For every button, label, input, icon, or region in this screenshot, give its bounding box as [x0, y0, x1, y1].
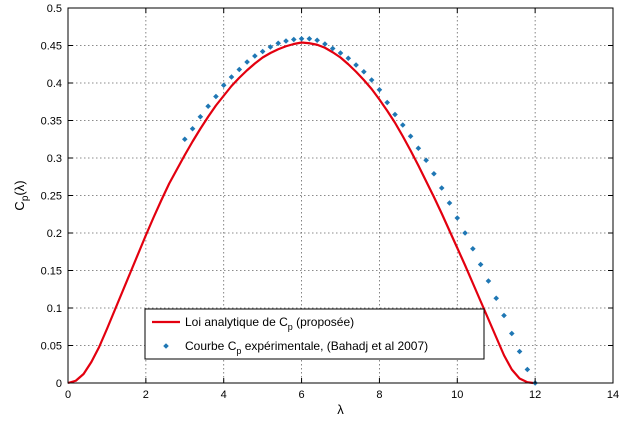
y-tick-label: 0.25: [41, 191, 62, 203]
legend-entry-main: Loi analytique de C: [185, 315, 288, 329]
experimental-data-point: [322, 41, 328, 47]
experimental-data-point: [407, 133, 414, 140]
y-tick-label: 0.5: [47, 3, 62, 15]
experimental-data-point: [384, 99, 391, 106]
experimental-data-point: [298, 35, 305, 42]
legend-entry-rest: expérimentale, (Bahadj et al 2007): [241, 339, 428, 353]
experimental-data-point: [485, 278, 492, 284]
x-tick-label: 4: [221, 389, 227, 401]
experimental-data-point: [283, 38, 289, 44]
legend-box: [144, 308, 485, 360]
experimental-data-point: [236, 66, 243, 73]
experimental-data-point: [470, 245, 476, 252]
experimental-data-point: [252, 53, 258, 59]
y-tick-label: 0.1: [47, 303, 62, 315]
analytic-cp-line: [67, 41, 534, 385]
experimental-data-point: [423, 157, 429, 164]
x-tick-label: 12: [529, 389, 541, 401]
x-tick-label: 0: [65, 389, 71, 401]
experimental-data-point: [228, 74, 235, 80]
experimental-data-point: [329, 45, 336, 52]
x-tick-label: 8: [376, 389, 382, 401]
experimental-data-point: [399, 122, 406, 128]
experimental-data-point: [524, 366, 531, 373]
experimental-data-point: [290, 36, 297, 43]
y-tick-label: 0.3: [47, 153, 62, 165]
experimental-data-point: [337, 50, 344, 56]
experimental-data-point: [259, 48, 266, 55]
experimental-data-point: [392, 111, 398, 118]
y-axis-label: Cp(λ): [12, 180, 31, 210]
y-tick-label: 0.05: [41, 341, 62, 353]
y-tick-label: 0.4: [47, 78, 62, 90]
legend-entry-sub: p: [288, 322, 293, 332]
experimental-data-point: [345, 55, 352, 62]
y-label-sub: p: [20, 195, 31, 201]
experimental-data-point: [205, 103, 211, 110]
experimental-data-point: [438, 185, 445, 191]
experimental-data-point: [275, 40, 282, 47]
experimental-data-point: [213, 93, 219, 100]
x-tick-label: 6: [299, 389, 305, 401]
experimental-data-point: [415, 145, 422, 152]
experimental-data-point: [376, 86, 383, 93]
experimental-data-point: [477, 261, 484, 268]
x-axis-label: λ: [337, 402, 344, 417]
x-tick-label: 10: [451, 389, 463, 401]
legend-entry-sub: p: [236, 346, 241, 356]
experimental-data-point: [508, 330, 515, 337]
y-label-main: C: [12, 201, 27, 210]
experimental-data-point: [181, 136, 188, 143]
y-tick-label: 0.15: [41, 266, 62, 278]
experimental-data-point: [267, 44, 274, 50]
legend-marker-symbol: [163, 343, 169, 349]
x-tick-label: 14: [607, 389, 619, 401]
experimental-data-point: [244, 59, 250, 65]
y-tick-label: 0.35: [41, 116, 62, 128]
experimental-data-point: [501, 312, 507, 319]
experimental-data-point: [431, 170, 437, 177]
legend: Loi analytique de Cp (proposée)Courbe Cp…: [144, 308, 485, 360]
experimental-data-point: [189, 125, 196, 132]
experimental-data-point: [454, 215, 461, 221]
legend-entry-label: Loi analytique de Cp (proposée): [185, 315, 354, 332]
experimental-data-point: [361, 68, 367, 75]
experimental-data-point: [306, 35, 313, 42]
experimental-data-point: [353, 62, 359, 68]
series-layer: [67, 35, 538, 386]
y-tick-label: 0: [56, 378, 62, 390]
y-label-rest: (λ): [12, 180, 27, 195]
experimental-data-point: [446, 200, 453, 206]
experimental-data-point: [462, 230, 468, 236]
axis-ticks: 0 2 4 6 8 10 12 14 0 0.05 0.1 0.15 0.2 0.25 0.3 0.35 0.4…: [41, 3, 620, 401]
experimental-data-point: [516, 348, 523, 355]
experimental-data-point: [220, 82, 227, 89]
experimental-data-point: [368, 77, 375, 83]
legend-entry-rest: (proposée): [293, 315, 354, 329]
legend-entry-main: Courbe C: [185, 339, 237, 353]
y-tick-label: 0.45: [41, 41, 62, 53]
x-tick-label: 2: [143, 389, 149, 401]
experimental-data-point: [314, 37, 320, 44]
experimental-data-point: [197, 113, 204, 120]
legend-entry-label: Courbe Cp expérimentale, (Bahadj et al 2…: [185, 339, 428, 356]
experimental-data-point: [493, 295, 500, 302]
y-tick-label: 0.2: [47, 228, 62, 240]
